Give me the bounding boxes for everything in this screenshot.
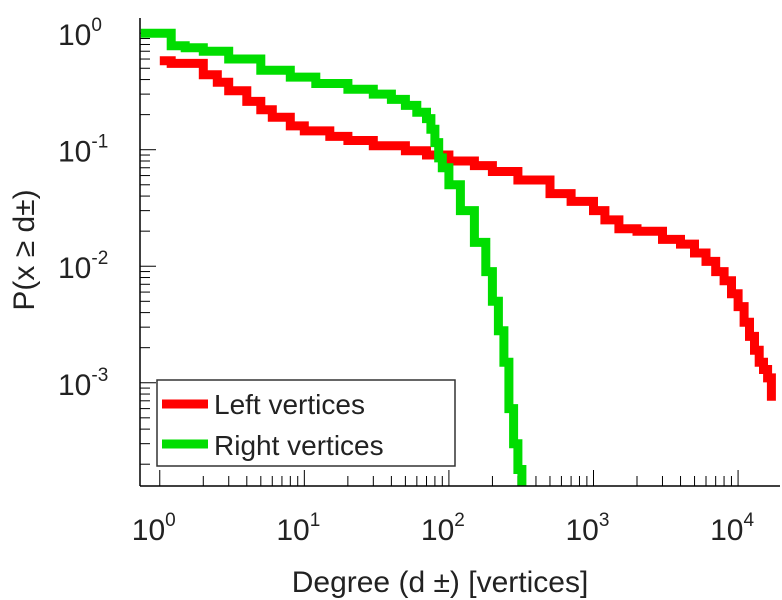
y-tick-labels: 100 10-1 10-2 10-3 — [58, 15, 108, 402]
legend-label-right-vertices: Right vertices — [214, 430, 384, 461]
x-tick-label: 100 — [132, 510, 176, 547]
series-line-right-vertices — [140, 28, 527, 486]
legend-label-left-vertices: Left vertices — [214, 389, 365, 420]
series-layer — [140, 28, 776, 486]
x-tick-labels: 100 101 102 103 104 — [132, 510, 755, 547]
series-line-left-vertices — [159, 56, 776, 401]
x-axis-label: Degree (d ±) [vertices] — [292, 566, 589, 599]
legend: Left vertices Right vertices — [156, 379, 456, 467]
legend-box — [156, 379, 456, 467]
y-tick-label: 10-3 — [58, 365, 108, 402]
x-tick-label: 103 — [566, 510, 610, 547]
axis-box — [139, 18, 780, 487]
y-tick-label: 10-2 — [58, 248, 108, 285]
x-tick-label: 102 — [421, 510, 465, 547]
y-tick-label: 100 — [58, 15, 102, 52]
minor-ticks — [140, 32, 739, 486]
y-tick-label: 10-1 — [58, 132, 108, 169]
y-axis-label: P(x ≥ d±) — [8, 189, 41, 310]
x-tick-label: 101 — [276, 510, 320, 547]
x-tick-label: 104 — [710, 510, 754, 547]
